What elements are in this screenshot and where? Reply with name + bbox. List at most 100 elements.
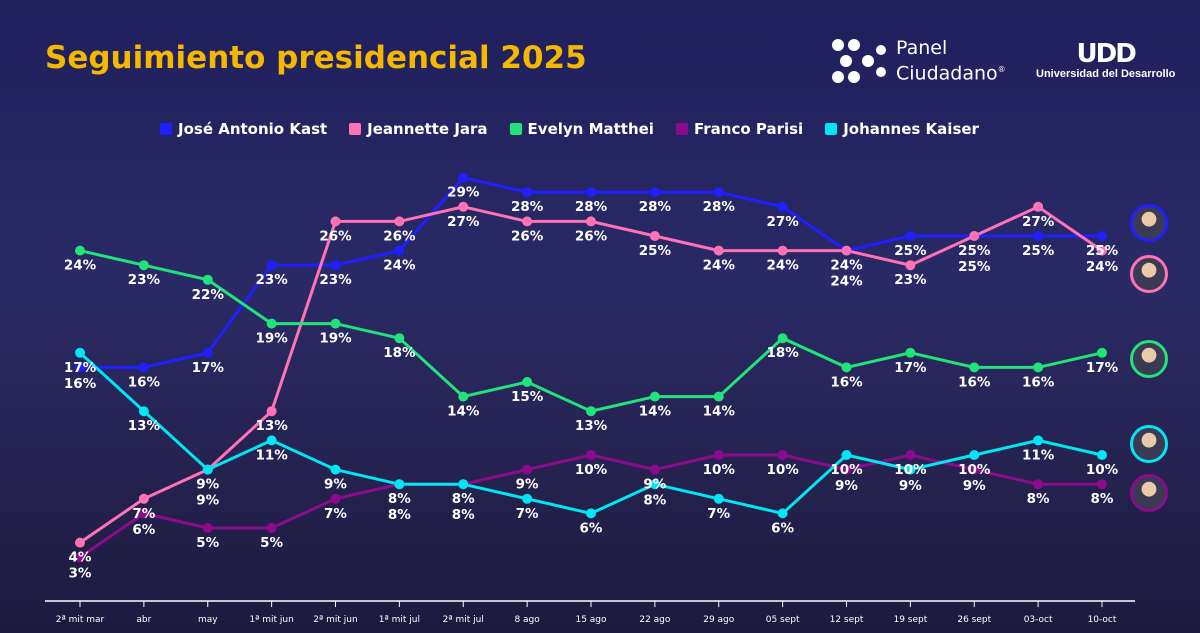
data-label: 6% [771,520,794,536]
x-tick-label: 05 sept [766,615,800,625]
data-point [1097,450,1107,460]
x-tick-label: 8 ago [514,615,540,625]
data-label: 9% [196,477,219,493]
data-point [1033,479,1044,490]
data-label: 16% [64,376,97,392]
data-label: 25% [639,243,672,259]
data-label: 26% [575,228,608,244]
data-label: 25% [1086,243,1119,259]
data-label: 27% [1022,214,1055,230]
data-point [266,260,277,271]
data-label: 8% [388,491,411,507]
data-point [713,245,724,256]
x-tick-label: abr [136,615,151,625]
legend-label: Evelyn Matthei [527,120,654,138]
x-tick-label: 1ª mit jun [249,615,293,625]
legend-swatch [160,123,172,135]
data-label: 16% [830,374,863,390]
data-label: 23% [319,272,352,288]
data-label: 25% [958,259,991,275]
data-label: 23% [128,272,161,288]
avatar-matthei [1130,340,1168,378]
legend-swatch [675,123,688,135]
data-point [330,260,341,271]
legend-label: Jeannette Jara [367,120,488,138]
legend-swatch [825,123,838,135]
data-label: 10% [703,462,736,478]
data-point [905,450,916,460]
data-point [266,523,277,533]
data-label: 28% [703,199,736,215]
legend-item: José Antonio Kast [160,120,327,138]
data-point [777,201,788,212]
data-point [75,537,85,548]
legend-label: Johannes Kaiser [843,120,979,138]
data-point [649,187,660,198]
data-label: 23% [255,272,288,288]
data-point [202,347,213,358]
data-point [458,479,469,490]
data-label: 18% [383,345,416,361]
data-point [777,245,788,256]
data-point [649,391,660,402]
data-point [649,479,660,490]
data-label: 10% [830,462,863,478]
data-point [1033,231,1044,241]
data-label: 3% [69,566,92,582]
data-point [777,333,788,344]
data-point [1033,201,1044,212]
data-label: 4% [69,550,92,566]
data-label: 24% [64,258,97,274]
data-label: 24% [830,258,863,274]
data-label: 10% [575,462,608,478]
series-line [79,249,1103,413]
data-label: 9% [899,478,922,494]
data-label: 9% [324,477,347,493]
data-point [330,464,341,475]
data-label: 9% [516,477,539,493]
avatar-kaiser [1130,425,1168,463]
data-point [394,245,405,256]
x-tick-label: 03-oct [1024,615,1053,625]
legend-item: Jeannette Jara [349,120,488,138]
data-point [1033,362,1044,373]
legend: José Antonio Kast Jeannette Jara Evelyn Ma… [160,120,979,138]
data-point [458,172,469,183]
data-label: 17% [894,360,927,376]
data-point [138,493,149,504]
data-point [841,245,852,256]
x-tick-label: 29 ago [703,615,735,625]
data-label: 10% [766,462,799,478]
data-label: 9% [196,493,219,509]
data-label: 28% [511,199,544,215]
data-point [1097,347,1107,358]
data-point [75,552,85,563]
data-point [586,450,596,460]
x-tick-label: 2ª mit mar [56,615,105,625]
data-label: 24% [1086,259,1119,275]
data-point [458,201,469,212]
data-point [75,362,85,373]
data-label: 6% [580,520,603,536]
data-point [330,493,341,504]
data-label: 26% [383,228,416,244]
x-tick-label: 10-oct [1088,615,1117,625]
legend-label: José Antonio Kast [178,120,328,138]
data-label: 28% [639,199,672,215]
data-label: 19% [319,331,352,347]
legend-item: Evelyn Matthei [509,120,654,138]
data-point [841,464,852,475]
data-label: 23% [894,272,927,288]
data-point [649,231,660,241]
panel-dots-icon [832,39,888,84]
x-tick-label: 2ª mit jul [443,615,484,625]
logo-text-1: Panel [896,37,948,59]
x-tick-label: 2ª mit jun [313,615,357,625]
udd-mark: UDD [1076,39,1137,69]
data-label: 17% [1086,360,1119,376]
data-point [841,362,852,373]
data-label: 22% [192,287,225,303]
data-point [458,391,469,402]
data-label: 17% [192,360,225,376]
